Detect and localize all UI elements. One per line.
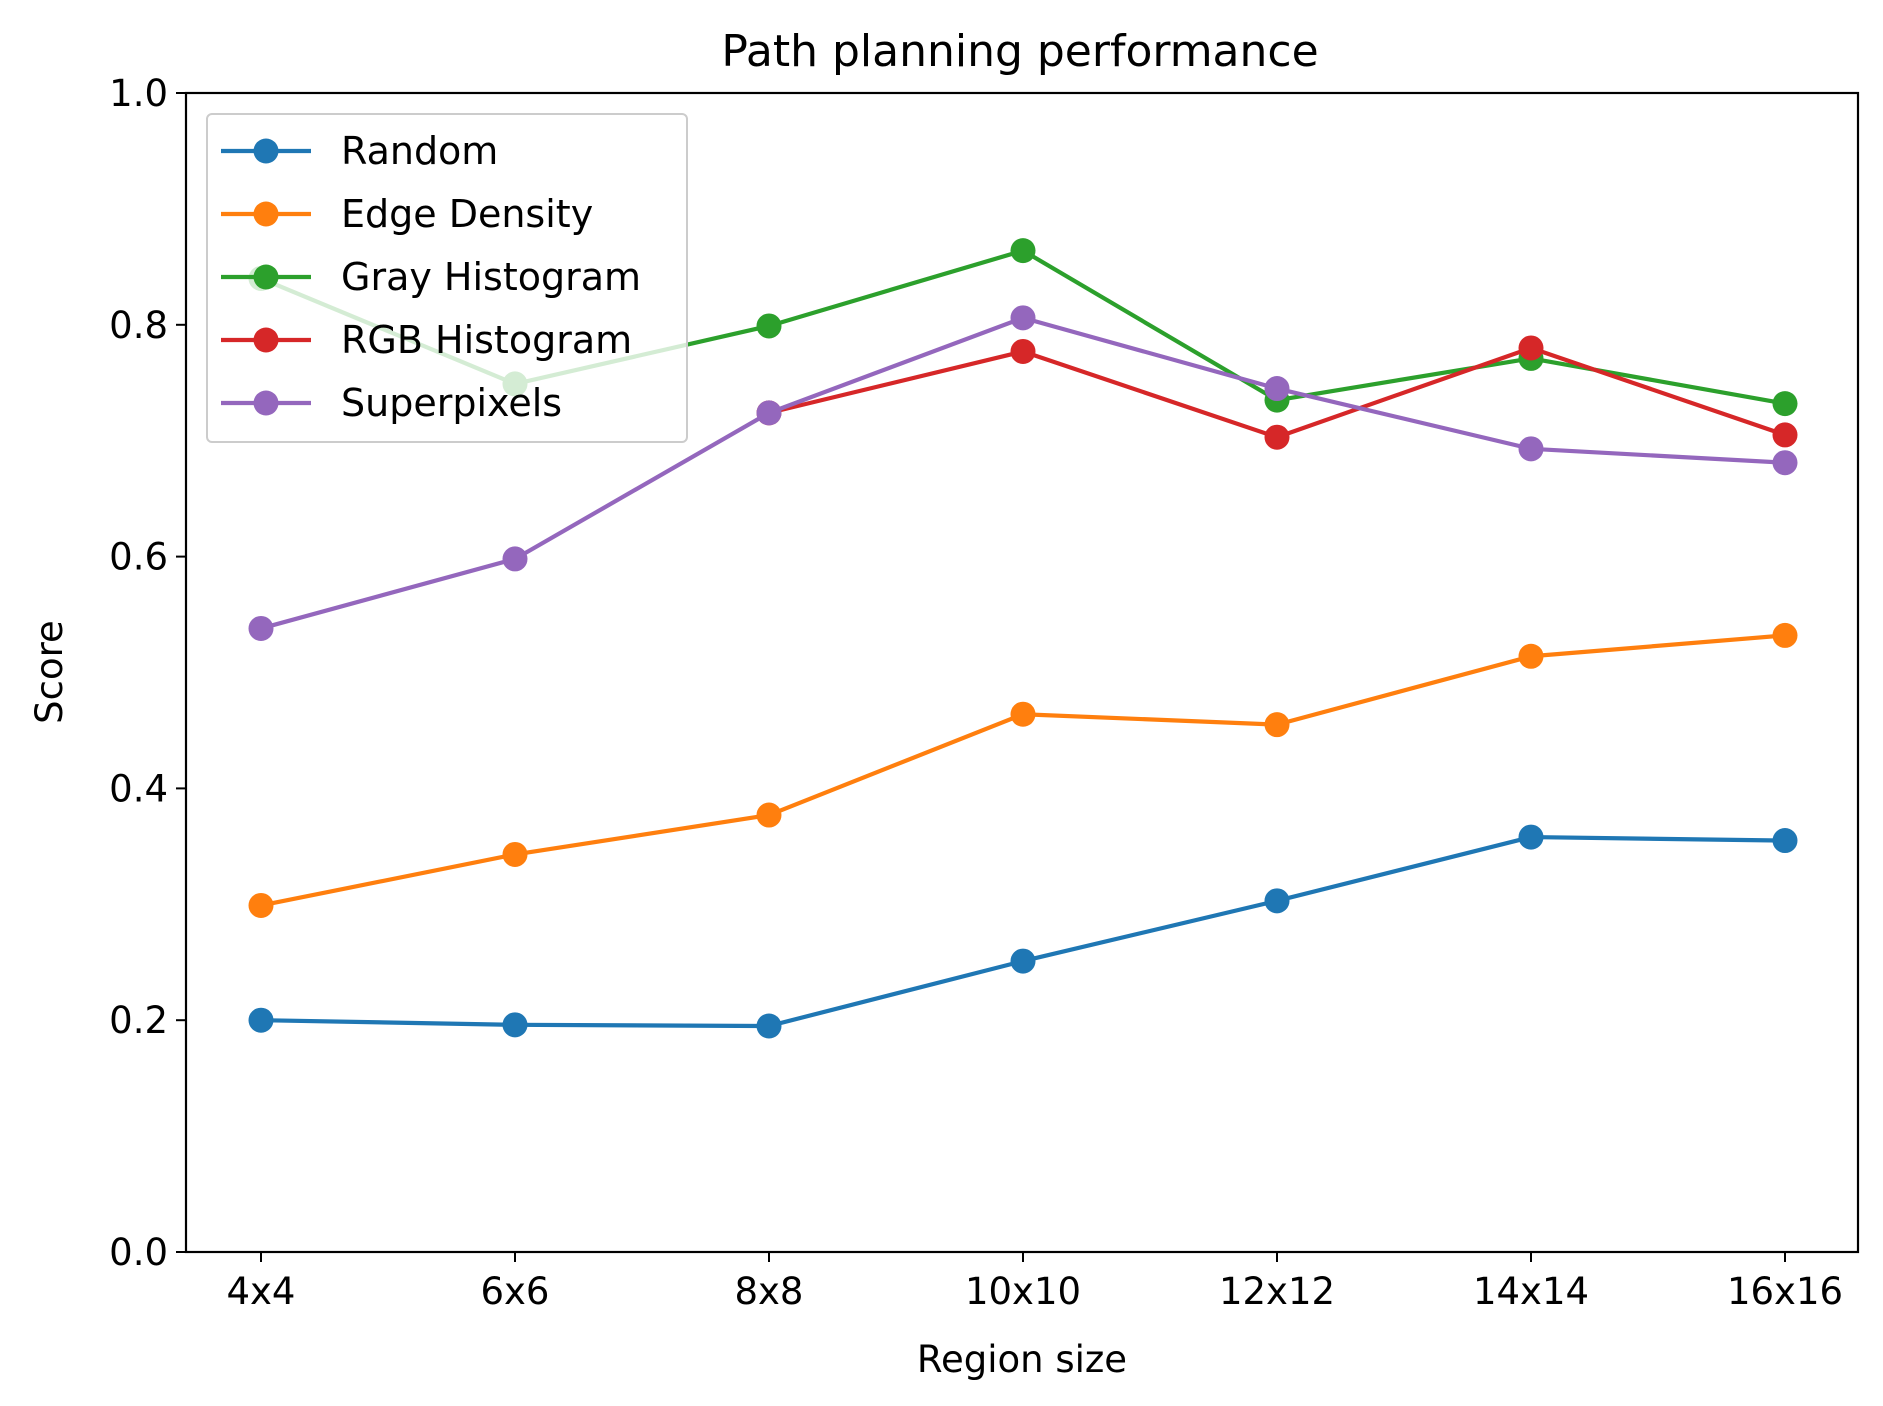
x-tick-label: 6x6 xyxy=(481,1270,550,1313)
series-edge-density xyxy=(248,622,1798,918)
legend-label: Superpixels xyxy=(341,381,562,425)
chart-title: Path planning performance xyxy=(721,26,1318,77)
legend-entry-superpixels: Superpixels xyxy=(221,381,562,425)
data-point-superpixels xyxy=(1518,436,1544,462)
data-point-edge-density xyxy=(502,841,528,867)
data-point-random xyxy=(1772,828,1798,854)
series-layer xyxy=(248,238,1798,1039)
y-tick-label: 1.0 xyxy=(109,72,168,115)
series-line-random xyxy=(260,834,1786,1029)
data-point-random xyxy=(1010,948,1036,974)
y-tick-label: 0.6 xyxy=(109,536,168,579)
legend-marker xyxy=(253,201,279,227)
series-line-edge-density xyxy=(260,633,1786,908)
y-axis-label: Score xyxy=(28,620,71,724)
data-point-rgb-histogram xyxy=(1772,422,1798,448)
legend-marker xyxy=(253,390,279,416)
legend-entry-rgb-histogram: RGB Histogram xyxy=(221,318,632,362)
legend-box xyxy=(206,113,688,443)
data-point-superpixels xyxy=(1264,376,1290,402)
data-point-gray-histogram xyxy=(756,313,782,339)
y-tick-label: 0.4 xyxy=(109,767,168,810)
data-point-edge-density xyxy=(1010,701,1036,727)
data-point-random xyxy=(248,1007,274,1033)
data-point-superpixels xyxy=(756,400,782,426)
x-axis-label: Region size xyxy=(917,1338,1127,1381)
x-tick-label: 8x8 xyxy=(735,1270,804,1313)
y-tick-label: 0.0 xyxy=(109,1231,168,1274)
y-axis: 0.0 0.2 0.4 0.6 0.8 1.0 xyxy=(109,72,186,1274)
data-point-random xyxy=(1518,824,1544,850)
y-tick-label: 0.2 xyxy=(109,999,168,1042)
data-point-rgb-histogram xyxy=(1264,424,1290,450)
x-tick-label: 14x14 xyxy=(1473,1270,1589,1313)
legend-label: Gray Histogram xyxy=(341,255,641,299)
legend-marker xyxy=(253,327,279,353)
legend-entry-edge-density: Edge Density xyxy=(221,192,593,236)
x-tick-label: 16x16 xyxy=(1727,1270,1843,1313)
data-point-rgb-histogram xyxy=(1518,335,1544,361)
series-random xyxy=(248,824,1798,1039)
data-point-edge-density xyxy=(248,892,274,918)
legend-entry-gray-histogram: Gray Histogram xyxy=(221,255,641,299)
data-point-random xyxy=(502,1012,528,1038)
legend-label: Edge Density xyxy=(341,192,593,236)
data-point-edge-density xyxy=(1264,712,1290,738)
legend-label: Random xyxy=(341,129,498,173)
data-point-edge-density xyxy=(1772,622,1798,648)
data-point-rgb-histogram xyxy=(1010,338,1036,364)
data-point-random xyxy=(756,1013,782,1039)
data-point-superpixels xyxy=(1010,305,1036,331)
legend-entry-random: Random xyxy=(221,129,498,173)
legend: Random Edge Density Gray Histogram RGB Hist… xyxy=(206,113,688,443)
x-tick-label: 10x10 xyxy=(965,1270,1081,1313)
data-point-superpixels xyxy=(1772,450,1798,476)
data-point-superpixels xyxy=(502,546,528,572)
data-point-gray-histogram xyxy=(1772,391,1798,417)
legend-marker xyxy=(253,138,279,164)
y-tick-label: 0.8 xyxy=(109,304,168,347)
series-superpixels xyxy=(248,305,1798,641)
data-point-random xyxy=(1264,888,1290,914)
data-point-edge-density xyxy=(1518,643,1544,669)
legend-label: RGB Histogram xyxy=(341,318,632,362)
x-tick-label: 4x4 xyxy=(227,1270,296,1313)
data-point-superpixels xyxy=(248,615,274,641)
x-axis: 4x4 6x6 8x8 10x10 12x12 14x14 16x16 xyxy=(227,1252,1843,1313)
legend-marker xyxy=(253,264,279,290)
series-rgb-histogram xyxy=(756,335,1798,450)
data-point-gray-histogram xyxy=(1010,238,1036,264)
data-point-edge-density xyxy=(756,802,782,828)
x-tick-label: 12x12 xyxy=(1219,1270,1335,1313)
